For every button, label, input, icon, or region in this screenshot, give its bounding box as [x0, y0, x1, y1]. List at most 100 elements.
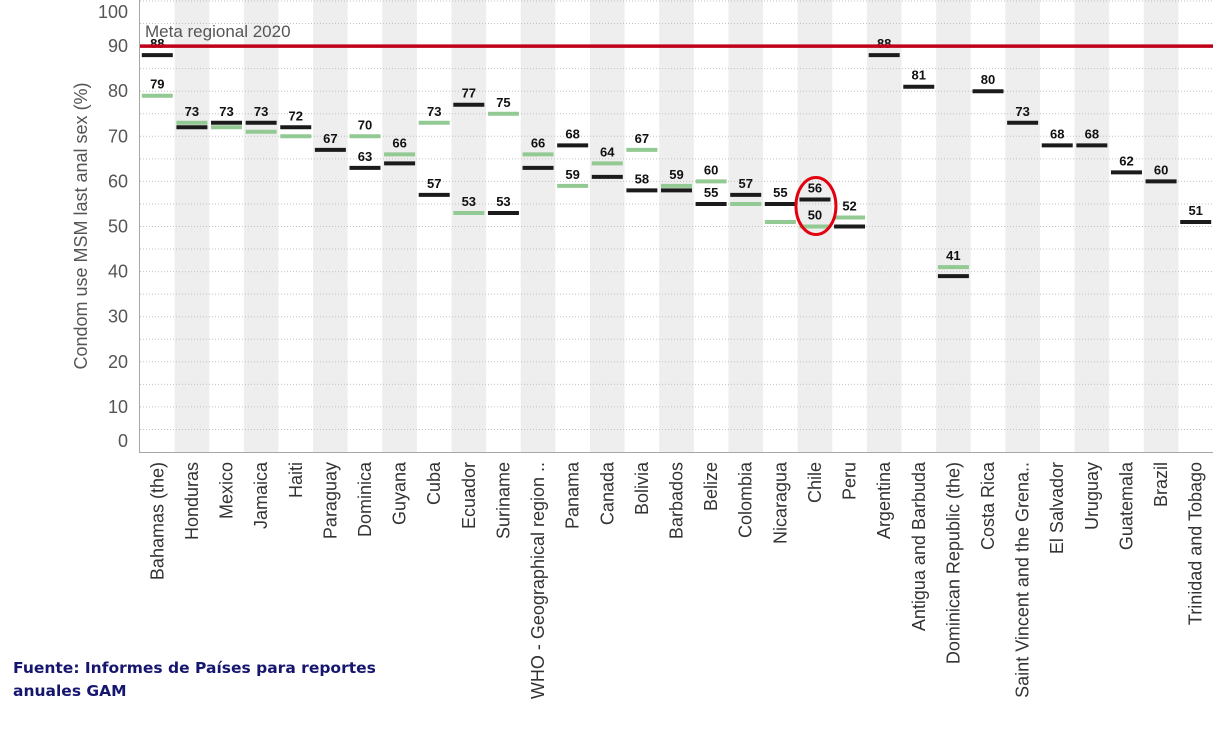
- x-tick-label: Honduras: [182, 462, 202, 540]
- data-label: 59: [565, 167, 579, 182]
- x-tick-label: Chile: [805, 462, 825, 503]
- x-tick-label: Bolivia: [632, 461, 652, 515]
- x-tick-label: Colombia: [736, 461, 756, 538]
- data-label: 53: [496, 194, 510, 209]
- data-label: 56: [808, 180, 822, 195]
- x-tick-label: Panama: [563, 461, 583, 529]
- x-tick-label: Belize: [701, 462, 721, 511]
- data-label: 50: [808, 208, 822, 223]
- data-label: 66: [531, 135, 545, 150]
- data-label: 57: [738, 176, 752, 191]
- data-labels: 79 73 70 66 73 53 75 66 59 64 67 59 60 50 52 41 88 73 73 72…: [150, 36, 1203, 263]
- highlight-circle: [794, 175, 838, 237]
- x-tick-label: Barbados: [667, 462, 687, 539]
- x-tick-label: Argentina: [874, 461, 894, 539]
- data-label: 41: [946, 248, 960, 263]
- data-label: 72: [289, 108, 303, 123]
- x-tick-label: WHO - Geographical region ..: [528, 462, 548, 699]
- column-stripe: [243, 0, 279, 452]
- column-stripe: [313, 0, 348, 452]
- data-label: 73: [254, 104, 268, 119]
- reference-line-label: Meta regional 2020: [145, 22, 291, 41]
- x-tick-label: Dominican Republic (the): [943, 462, 963, 664]
- x-tick-label: Canada: [597, 461, 617, 525]
- x-tick-label: Peru: [840, 462, 860, 500]
- data-label: 73: [1015, 104, 1029, 119]
- reference-line-group: Meta regional 2020: [140, 22, 1213, 48]
- data-label: 73: [427, 104, 441, 119]
- y-tick-label: 100: [98, 2, 128, 22]
- data-label: 51: [1188, 203, 1202, 218]
- data-label: 55: [704, 185, 718, 200]
- y-tick-label: 10: [108, 397, 128, 417]
- y-tick-label: 50: [108, 217, 128, 237]
- data-label: 80: [981, 72, 995, 87]
- x-tick-label: Nicaragua: [770, 461, 790, 544]
- x-tick-label: Saint Vincent and the Grena..: [1013, 462, 1033, 698]
- y-tick-label: 90: [108, 36, 128, 56]
- data-label: 60: [704, 162, 718, 177]
- column-stripe: [659, 0, 694, 452]
- data-label: 52: [842, 198, 856, 213]
- x-tick-label: El Salvador: [1047, 462, 1067, 554]
- column-stripe: [451, 0, 487, 452]
- x-tick-label: Uruguay: [1082, 462, 1102, 530]
- column-stripe: [589, 0, 625, 452]
- data-label: 63: [358, 149, 372, 164]
- y-tick-label: 60: [108, 171, 128, 191]
- x-tick-label: Haiti: [286, 462, 306, 498]
- data-label: 64: [600, 144, 615, 159]
- x-tick-label: Brazil: [1151, 462, 1171, 507]
- x-tick-label: Suriname: [493, 462, 513, 539]
- y-axis-title: Condom use MSM last anal sex (%): [71, 82, 91, 369]
- x-tick-label: Costa Rica: [978, 461, 998, 550]
- data-label: 55: [773, 185, 787, 200]
- data-label: 60: [1154, 162, 1168, 177]
- data-label: 67: [635, 131, 649, 146]
- data-label: 77: [462, 86, 476, 101]
- x-tick-label: Cuba: [424, 461, 444, 505]
- data-label: 79: [150, 77, 164, 92]
- gridlines: [140, 0, 1213, 430]
- source-note: Fuente: Informes de Países para reportes…: [13, 657, 376, 703]
- y-tick-label: 70: [108, 126, 128, 146]
- column-stripe: [382, 0, 417, 452]
- x-tick-label: Ecuador: [459, 462, 479, 529]
- data-label: 81: [912, 68, 926, 83]
- data-label: 59: [669, 167, 683, 182]
- y-axis-ticks: 0 10 20 30 40 50 60 70 80 90 100: [98, 2, 128, 451]
- column-stripe: [728, 0, 764, 452]
- x-tick-label: Mexico: [217, 462, 237, 519]
- data-label: 53: [462, 194, 476, 209]
- y-tick-label: 40: [108, 262, 128, 282]
- data-label: 73: [219, 104, 233, 119]
- x-axis-labels: Bahamas (the) Honduras Mexico Jamaica Haiti P…: [147, 461, 1205, 699]
- x-tick-label: Paraguay: [320, 462, 340, 539]
- data-label: 68: [1050, 126, 1064, 141]
- data-label: 75: [496, 95, 510, 110]
- data-label: 58: [635, 171, 649, 186]
- y-tick-label: 0: [118, 431, 128, 451]
- y-tick-label: 30: [108, 307, 128, 327]
- source-line: anuales GAM: [13, 682, 127, 700]
- x-tick-label: Dominica: [355, 461, 375, 537]
- annotations: [794, 175, 838, 237]
- y-tick-label: 80: [108, 81, 128, 101]
- data-label: 68: [565, 126, 579, 141]
- data-label: 57: [427, 176, 441, 191]
- data-label: 67: [323, 131, 337, 146]
- data-label: 62: [1119, 153, 1133, 168]
- data-label: 68: [1085, 126, 1099, 141]
- x-tick-label: Jamaica: [251, 461, 271, 529]
- x-tick-label: Guyana: [390, 461, 410, 525]
- data-label: 73: [185, 104, 199, 119]
- data-label: 88: [877, 36, 891, 51]
- data-label: 66: [392, 135, 406, 150]
- x-tick-label: Bahamas (the): [147, 462, 167, 580]
- x-tick-label: Antigua and Barbuda: [909, 461, 929, 631]
- data-label: 70: [358, 117, 372, 132]
- column-stripes: [174, 0, 1179, 452]
- source-line: Fuente: Informes de Países para reportes: [13, 659, 376, 677]
- column-stripe: [520, 0, 556, 452]
